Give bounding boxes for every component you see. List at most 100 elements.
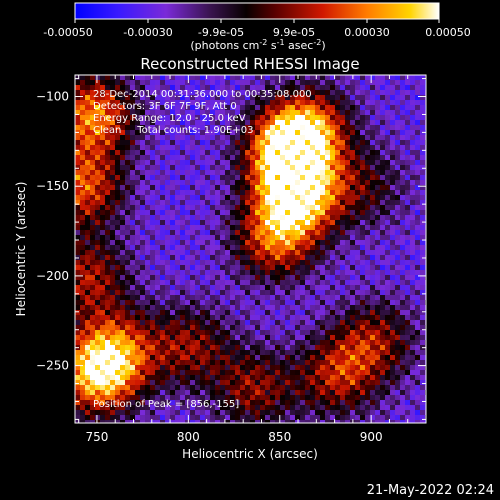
heatmap-pixel bbox=[185, 235, 191, 241]
heatmap-pixel bbox=[325, 80, 331, 86]
heatmap-pixel bbox=[175, 370, 181, 376]
heatmap-pixel bbox=[345, 205, 351, 211]
heatmap-pixel bbox=[145, 145, 151, 151]
heatmap-pixel bbox=[145, 205, 151, 211]
heatmap-pixel bbox=[395, 375, 401, 381]
heatmap-pixel bbox=[275, 365, 281, 371]
heatmap-pixel bbox=[325, 405, 331, 411]
heatmap-pixel bbox=[110, 195, 116, 201]
heatmap-pixel bbox=[405, 405, 411, 411]
heatmap-pixel bbox=[360, 375, 366, 381]
heatmap-pixel bbox=[285, 265, 291, 271]
heatmap-pixel bbox=[160, 405, 166, 411]
heatmap-pixel bbox=[180, 110, 186, 116]
heatmap-pixel bbox=[100, 185, 106, 191]
heatmap-pixel bbox=[290, 330, 296, 336]
heatmap-pixel bbox=[310, 415, 316, 421]
heatmap-pixel bbox=[295, 280, 301, 286]
heatmap-pixel bbox=[185, 285, 191, 291]
heatmap-pixel bbox=[265, 360, 271, 366]
heatmap-pixel bbox=[265, 395, 271, 401]
heatmap-pixel bbox=[140, 160, 146, 166]
heatmap-pixel bbox=[305, 355, 311, 361]
heatmap-pixel bbox=[245, 170, 251, 176]
heatmap-pixel bbox=[175, 115, 181, 121]
heatmap-pixel bbox=[420, 310, 426, 316]
heatmap-pixel bbox=[245, 400, 251, 406]
heatmap-pixel bbox=[265, 95, 271, 101]
heatmap-pixel bbox=[80, 225, 86, 231]
heatmap-pixel bbox=[360, 185, 366, 191]
heatmap-pixel bbox=[165, 110, 171, 116]
heatmap-pixel bbox=[120, 350, 126, 356]
heatmap-pixel bbox=[95, 190, 101, 196]
heatmap-pixel bbox=[220, 265, 226, 271]
heatmap-pixel bbox=[240, 390, 246, 396]
heatmap-pixel bbox=[345, 395, 351, 401]
heatmap-pixel bbox=[255, 380, 261, 386]
heatmap-pixel bbox=[200, 255, 206, 261]
heatmap-pixel bbox=[225, 280, 231, 286]
heatmap-pixel bbox=[300, 405, 306, 411]
heatmap-pixel bbox=[295, 205, 301, 211]
heatmap-pixel bbox=[305, 380, 311, 386]
heatmap-pixel bbox=[200, 280, 206, 286]
heatmap-pixel bbox=[405, 390, 411, 396]
heatmap-pixel bbox=[225, 140, 231, 146]
heatmap-pixel bbox=[405, 200, 411, 206]
heatmap-pixel bbox=[185, 130, 191, 136]
heatmap-pixel bbox=[210, 370, 216, 376]
heatmap-pixel bbox=[220, 120, 226, 126]
heatmap-pixel bbox=[395, 260, 401, 266]
heatmap-pixel bbox=[280, 150, 286, 156]
heatmap-pixel bbox=[150, 245, 156, 251]
heatmap-pixel bbox=[410, 220, 416, 226]
heatmap-pixel bbox=[405, 220, 411, 226]
heatmap-pixel bbox=[395, 155, 401, 161]
heatmap-pixel bbox=[155, 320, 161, 326]
heatmap-pixel bbox=[110, 90, 116, 96]
heatmap-pixel bbox=[270, 285, 276, 291]
heatmap-pixel bbox=[355, 405, 361, 411]
heatmap-pixel bbox=[355, 340, 361, 346]
heatmap-pixel bbox=[345, 340, 351, 346]
heatmap-pixel bbox=[110, 110, 116, 116]
heatmap-pixel bbox=[110, 75, 116, 81]
heatmap-pixel bbox=[370, 170, 376, 176]
heatmap-pixel bbox=[210, 355, 216, 361]
heatmap-pixel bbox=[395, 120, 401, 126]
heatmap-pixel bbox=[195, 205, 201, 211]
heatmap-pixel bbox=[265, 145, 271, 151]
heatmap-pixel bbox=[90, 220, 96, 226]
heatmap-pixel bbox=[100, 325, 106, 331]
heatmap-pixel bbox=[415, 110, 421, 116]
heatmap-pixel bbox=[410, 335, 416, 341]
heatmap-pixel bbox=[105, 245, 111, 251]
heatmap-pixel bbox=[320, 420, 326, 423]
heatmap-pixel bbox=[420, 95, 426, 101]
heatmap-pixel bbox=[315, 245, 321, 251]
heatmap-pixel bbox=[80, 190, 86, 196]
heatmap-pixel bbox=[320, 340, 326, 346]
heatmap-pixel bbox=[145, 335, 151, 341]
heatmap-pixel bbox=[175, 120, 181, 126]
heatmap-pixel bbox=[100, 225, 106, 231]
heatmap-pixel bbox=[320, 150, 326, 156]
heatmap-pixel bbox=[105, 155, 111, 161]
heatmap-pixel bbox=[380, 365, 386, 371]
heatmap-pixel bbox=[75, 145, 81, 151]
heatmap-pixel bbox=[195, 105, 201, 111]
heatmap-pixel bbox=[405, 215, 411, 221]
heatmap-pixel bbox=[280, 120, 286, 126]
heatmap-pixel bbox=[120, 170, 126, 176]
heatmap-pixel bbox=[325, 120, 331, 126]
heatmap-pixel bbox=[105, 130, 111, 136]
heatmap-pixel bbox=[200, 340, 206, 346]
heatmap-pixel bbox=[315, 285, 321, 291]
heatmap-pixel bbox=[260, 85, 266, 91]
heatmap-pixel bbox=[140, 280, 146, 286]
heatmap-pixel bbox=[140, 275, 146, 281]
heatmap-pixel bbox=[220, 90, 226, 96]
heatmap-pixel bbox=[175, 170, 181, 176]
heatmap-pixel bbox=[335, 205, 341, 211]
